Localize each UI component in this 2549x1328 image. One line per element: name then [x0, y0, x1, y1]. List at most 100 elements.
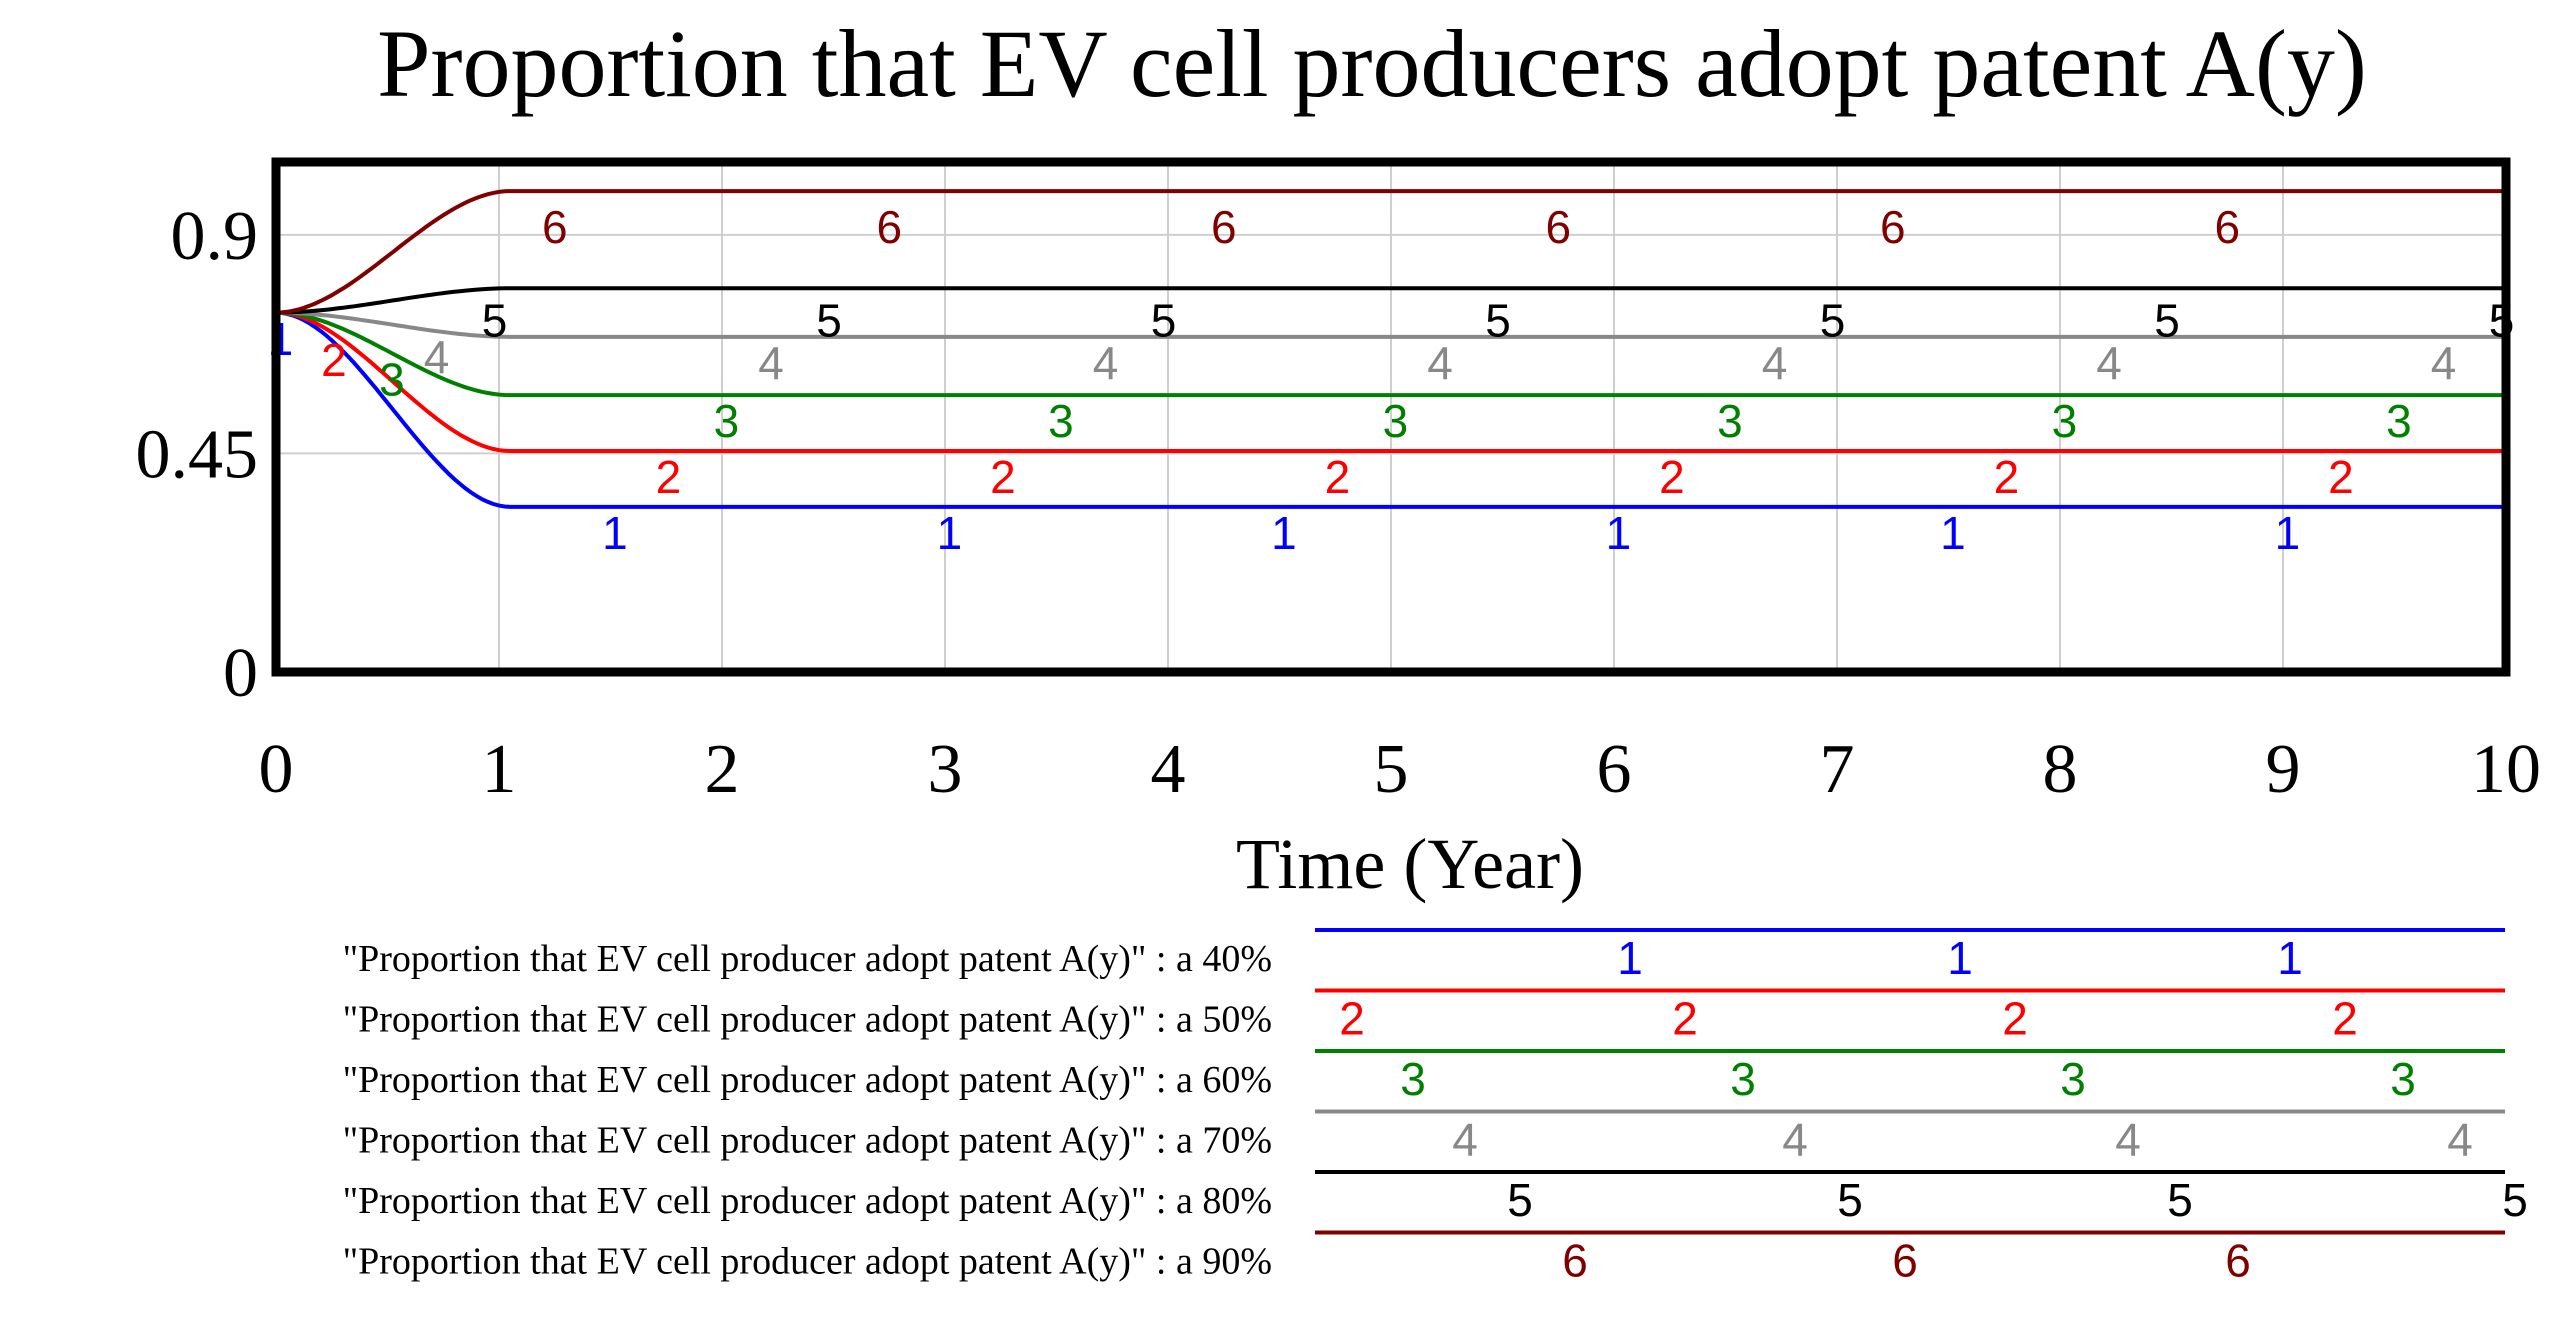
plot-frame — [271, 157, 2511, 677]
series-number-label: 2 — [1325, 451, 1351, 503]
series-number-label: 6 — [2214, 201, 2240, 253]
series-number-label: 1 — [2275, 507, 2301, 559]
series-line — [275, 310, 2506, 509]
x-tick-label: 8 — [2043, 731, 2078, 808]
legend-label: "Proportion that EV cell producer adopt … — [343, 938, 1272, 980]
series-number-label: 6 — [1211, 201, 1237, 253]
series-number-label: 5 — [1151, 294, 1177, 346]
legend-label: "Proportion that EV cell producer adopt … — [343, 1120, 1272, 1162]
series-number-label: 6 — [542, 201, 568, 253]
legend-series-number: 4 — [2115, 1114, 2141, 1166]
legend-entry-6: 6 6 6 "Proportion that EV cell producer ado… — [343, 1230, 2505, 1287]
series-line — [275, 189, 2506, 315]
legend-series-number: 2 — [2332, 993, 2358, 1045]
series-number-label: 1 — [1606, 507, 1632, 559]
series-number-label: 2 — [1659, 451, 1685, 503]
series-number-label: 3 — [1048, 395, 1074, 447]
legend-series-number: 2 — [1672, 993, 1698, 1045]
x-tick-label: 0 — [259, 731, 294, 808]
series-number-label: 4 — [1427, 337, 1453, 389]
series-line — [275, 286, 2506, 315]
series-number-label: 4 — [1093, 337, 1119, 389]
x-tick-label: 5 — [1374, 731, 1409, 808]
series-4: 4 4 4 4 4 4 4 — [276, 310, 2506, 389]
x-tick-label: 3 — [928, 731, 963, 808]
legend-series-number: 5 — [1837, 1174, 1863, 1226]
series-3: 3 3 3 3 3 3 3 — [275, 310, 2506, 447]
legend-entry-1: 1 1 1 "Proportion that EV cell producer ado… — [343, 928, 2505, 984]
x-tick-label: 10 — [2471, 731, 2541, 808]
series-number-label: 3 — [714, 395, 740, 447]
legend-series-number: 4 — [1782, 1114, 1808, 1166]
series-number-label: 5 — [2154, 294, 2180, 346]
series-2: 2 2 2 2 2 2 2 — [275, 310, 2506, 503]
legend-series-number: 3 — [1730, 1053, 1756, 1105]
y-tick-label: 0.9 — [171, 198, 259, 275]
series-number-label: 1 — [1940, 507, 1966, 559]
legend-series-number: 3 — [1400, 1053, 1426, 1105]
legend-entry-5: 5 5 5 5 "Proportion that EV cell producer ad… — [343, 1170, 2528, 1226]
legend-series-number: 5 — [2502, 1174, 2528, 1226]
legend-series-number: 4 — [2447, 1114, 2473, 1166]
series-number-label: 2 — [1994, 451, 2020, 503]
series-number-label: 3 — [1717, 395, 1743, 447]
legend-series-number: 6 — [1562, 1235, 1588, 1287]
legend-series-number: 3 — [2390, 1053, 2416, 1105]
series-number-label: 2 — [2328, 451, 2354, 503]
series-line — [276, 310, 2506, 339]
series-number-label: 6 — [1545, 201, 1571, 253]
series-number-label: 3 — [2052, 395, 2078, 447]
legend-series-number: 3 — [2060, 1053, 2086, 1105]
series-number-label: 4 — [424, 331, 450, 383]
legend-series-number: 1 — [2277, 932, 2303, 984]
x-tick-label: 6 — [1597, 731, 1632, 808]
series-number-label: 3 — [379, 353, 405, 405]
x-tick-label: 9 — [2266, 731, 2301, 808]
series-number-label: 3 — [2386, 395, 2412, 447]
legend-series-number: 1 — [1617, 932, 1643, 984]
series-number-label: 5 — [1485, 294, 1511, 346]
x-tick-label: 7 — [1820, 731, 1855, 808]
legend: 1 1 1 "Proportion that EV cell producer ado… — [343, 928, 2528, 1287]
y-tick-label: 0.45 — [136, 416, 259, 493]
series-number-label: 4 — [758, 337, 784, 389]
x-axis-title: Time (Year) — [1236, 824, 1584, 904]
legend-label: "Proportion that EV cell producer adopt … — [343, 999, 1272, 1041]
legend-series-number: 6 — [2225, 1235, 2251, 1287]
series-number-label: 4 — [1762, 337, 1788, 389]
legend-label: "Proportion that EV cell producer adopt … — [343, 1059, 1272, 1101]
series-6: 6 6 6 6 6 6 — [275, 189, 2506, 315]
legend-series-number: 2 — [1339, 993, 1365, 1045]
legend-series-number: 2 — [2002, 993, 2028, 1045]
series-number-label: 6 — [876, 201, 902, 253]
series-number-label: 2 — [656, 451, 682, 503]
series-number-label: 4 — [2096, 337, 2122, 389]
series-number-label: 1 — [602, 507, 628, 559]
legend-series-number: 5 — [2167, 1174, 2193, 1226]
series-number-label: 5 — [482, 295, 508, 347]
grid — [276, 162, 2506, 672]
legend-series-number: 6 — [1892, 1235, 1918, 1287]
legend-series-number: 5 — [1507, 1174, 1533, 1226]
legend-series-number: 4 — [1452, 1114, 1478, 1166]
chart-title: Proportion that EV cell producers adopt … — [377, 10, 2367, 117]
series-number-label: 1 — [1271, 507, 1297, 559]
x-tick-label: 1 — [482, 731, 517, 808]
series-number-label: 3 — [1383, 395, 1409, 447]
series-number-label: 2 — [990, 451, 1016, 503]
series-number-label: 5 — [1820, 294, 1846, 346]
legend-label: "Proportion that EV cell producer adopt … — [343, 1241, 1272, 1283]
series-line — [275, 310, 2506, 453]
series-line — [275, 310, 2506, 398]
legend-label: "Proportion that EV cell producer adopt … — [343, 1180, 1272, 1222]
series-number-label: 5 — [816, 294, 842, 346]
y-axis-ticks: 0 0.45 0.9 — [136, 198, 259, 712]
series-number-label: 4 — [2431, 337, 2457, 389]
x-tick-label: 4 — [1151, 731, 1186, 808]
series-number-label: 2 — [321, 334, 347, 386]
y-tick-label: 0 — [223, 635, 258, 712]
legend-entry-3: 3 3 3 3 "Proportion that EV cell producer ad… — [343, 1049, 2505, 1105]
series-number-label: 6 — [1880, 201, 1906, 253]
x-tick-label: 2 — [705, 731, 740, 808]
legend-series-number: 1 — [1947, 932, 1973, 984]
